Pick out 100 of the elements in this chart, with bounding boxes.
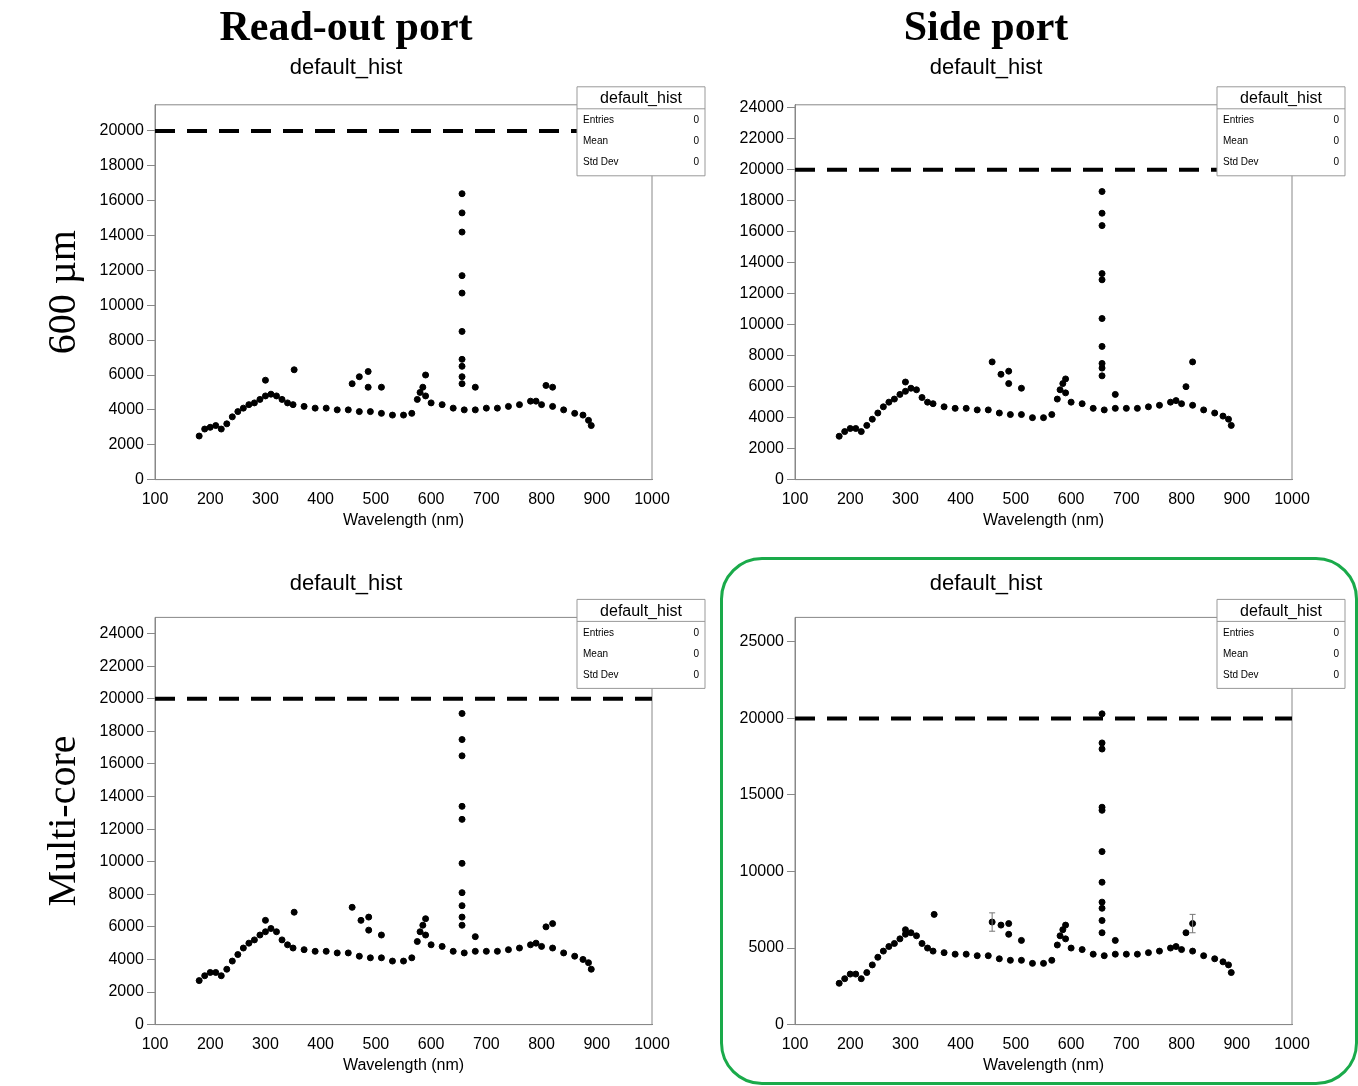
text: 0 <box>693 647 700 659</box>
x-tick-label: 100 <box>781 489 809 507</box>
y-tick-label: 10000 <box>99 295 145 313</box>
x-tick-label: 700 <box>472 489 500 507</box>
y-tick-label: 16000 <box>99 191 145 209</box>
y-tick-label: 5000 <box>748 938 785 956</box>
point <box>357 916 365 924</box>
text: 0 <box>693 114 700 126</box>
point <box>1111 936 1119 944</box>
y-tick-label: 6000 <box>748 377 785 395</box>
annotation: Std Dev <box>583 668 619 680</box>
x-tick-label: 300 <box>892 1034 919 1052</box>
point <box>377 931 385 939</box>
y-tick-label: 14000 <box>99 786 145 804</box>
x-tick-label: 300 <box>892 489 919 507</box>
point <box>1189 358 1197 366</box>
chart-subtitle: default_hist <box>289 53 403 79</box>
text: 0 <box>1333 135 1340 147</box>
point <box>1005 920 1013 928</box>
x-tick-label: 100 <box>141 1034 169 1052</box>
x-tick-label: 500 <box>362 489 390 507</box>
point <box>365 926 373 934</box>
y-tick-label: 16000 <box>99 754 145 772</box>
point <box>1062 921 1070 929</box>
point <box>549 920 557 928</box>
y-tick-label: 18000 <box>99 156 145 174</box>
x-tick-label: 400 <box>947 1034 975 1052</box>
x-tick-label: 600 <box>417 1034 445 1052</box>
y-tick-label: 8000 <box>108 330 145 348</box>
x-tick-label: 700 <box>1112 1034 1140 1052</box>
x-tick-label: 1000 <box>1274 489 1310 507</box>
x-tick-label: 700 <box>1112 489 1140 507</box>
y-tick-label: 0 <box>775 1015 785 1033</box>
point <box>930 910 938 918</box>
x-tick-label: 600 <box>417 489 445 507</box>
annotation: Entries <box>583 626 615 638</box>
point <box>348 903 356 911</box>
x-tick-label: 800 <box>528 489 555 507</box>
point <box>542 923 550 931</box>
y-tick-label: 4000 <box>108 400 145 418</box>
point <box>1005 367 1013 375</box>
x-tick-label: 900 <box>1223 489 1251 507</box>
x-tick-label: 300 <box>252 1034 279 1052</box>
point <box>365 913 373 921</box>
annotation: default_hist <box>1240 89 1323 108</box>
text: 0 <box>1333 114 1340 126</box>
point <box>1111 390 1119 398</box>
text: 0 <box>1333 156 1340 168</box>
point <box>1182 929 1190 937</box>
annotation: default_hist <box>600 89 683 108</box>
x-axis-title: Wavelength (nm) <box>982 1055 1105 1073</box>
point <box>1017 936 1025 944</box>
y-tick-label: 6000 <box>108 917 145 935</box>
x-tick-label: 500 <box>1002 489 1030 507</box>
annotation: default_hist <box>1240 601 1323 620</box>
chart-title: default_hist <box>289 570 403 596</box>
y-tick-label: 10000 <box>99 852 145 870</box>
x-tick-label: 200 <box>836 1034 864 1052</box>
text: 0 <box>693 156 700 168</box>
x-axis-title: Wavelength (nm) <box>342 510 465 528</box>
point <box>290 908 298 916</box>
y-tick-label: 22000 <box>739 129 785 147</box>
x-tick-label: 600 <box>1057 489 1085 507</box>
point <box>1005 930 1013 938</box>
y-tick-label: 2000 <box>108 435 145 453</box>
x-tick-label: 500 <box>362 1034 390 1052</box>
y-tick-label: 22000 <box>99 656 145 674</box>
text: 0 <box>693 135 700 147</box>
y-tick-label: 25000 <box>739 632 785 650</box>
x-tick-label: 900 <box>583 1034 611 1052</box>
y-tick-label: 0 <box>135 1015 145 1033</box>
y-tick-label: 20000 <box>99 121 145 139</box>
y-tick-label: 12000 <box>99 819 145 837</box>
text: 0 <box>1333 626 1340 638</box>
y-tick-label: 0 <box>775 470 785 488</box>
x-tick-label: 500 <box>1002 1034 1030 1052</box>
x-tick-label: 400 <box>307 489 335 507</box>
y-tick-label: 10000 <box>739 861 785 879</box>
annotation: Entries <box>583 114 615 126</box>
annotation: Std Dev <box>583 156 619 168</box>
x-tick-label: 300 <box>252 489 279 507</box>
x-tick-label: 600 <box>1057 1034 1085 1052</box>
y-tick-label: 0 <box>135 470 145 488</box>
x-tick-label: 700 <box>472 1034 500 1052</box>
x-tick-label: 900 <box>1223 1034 1251 1052</box>
y-tick-label: 18000 <box>739 191 785 209</box>
y-tick-label: 24000 <box>739 98 785 116</box>
point <box>261 916 269 924</box>
y-tick-label: 2000 <box>108 982 145 1000</box>
point <box>901 378 909 386</box>
x-tick-label: 200 <box>196 489 224 507</box>
x-tick-label: 1000 <box>634 1034 670 1052</box>
y-tick-label: 16000 <box>739 222 785 240</box>
y-tick-label: 24000 <box>99 624 145 642</box>
y-tick-label: 4000 <box>108 949 145 967</box>
text: 0 <box>693 668 700 680</box>
chart-title: Read-out port <box>219 3 473 50</box>
text: 0 <box>693 626 700 638</box>
point <box>988 358 996 366</box>
y-tick-label: 10000 <box>739 315 785 333</box>
